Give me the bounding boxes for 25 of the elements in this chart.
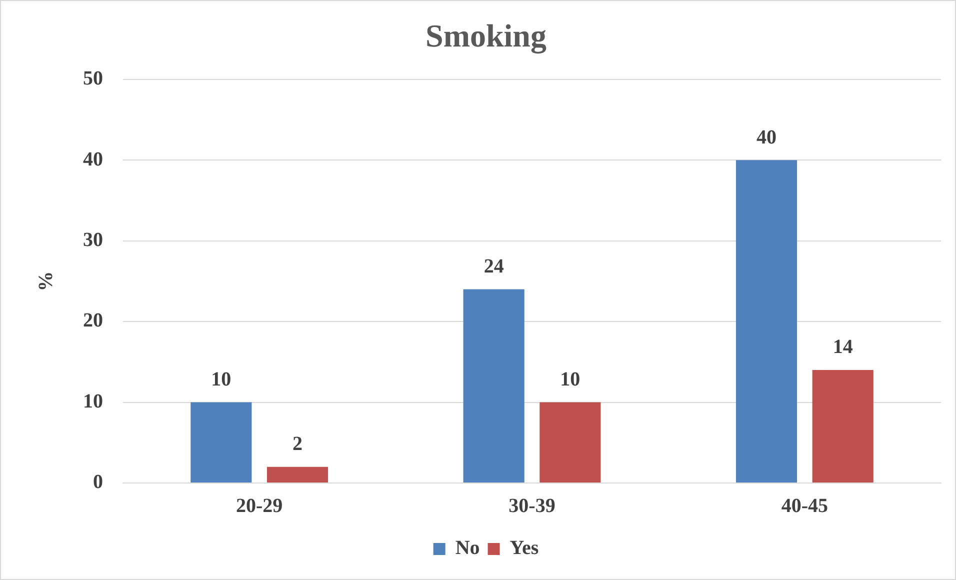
bar xyxy=(190,402,252,482)
x-tick-label: 40-45 xyxy=(781,495,828,518)
bar xyxy=(266,466,328,482)
x-tick-label: 30-39 xyxy=(508,495,556,518)
y-tick-label: 30 xyxy=(83,229,103,252)
data-label: 10 xyxy=(560,368,580,390)
legend-label: Yes xyxy=(510,537,539,560)
x-tick-label: 20-29 xyxy=(236,495,283,518)
y-tick-label: 40 xyxy=(83,148,103,170)
y-tick-label: 10 xyxy=(83,390,103,412)
bar xyxy=(463,289,524,482)
y-tick-label: 50 xyxy=(83,68,103,90)
bar xyxy=(812,370,874,482)
data-label: 2 xyxy=(292,433,303,456)
bar xyxy=(540,402,601,482)
y-tick-label: 20 xyxy=(83,310,103,332)
chart-title: Smoking xyxy=(426,17,546,54)
data-label: 24 xyxy=(484,255,504,278)
data-label: 10 xyxy=(211,368,232,390)
y-tick-label: 0 xyxy=(93,471,103,494)
data-label: 14 xyxy=(832,336,853,358)
legend-label: No xyxy=(455,537,480,560)
y-axis-title: % xyxy=(35,271,58,292)
data-label: 40 xyxy=(756,126,776,148)
bar xyxy=(736,160,798,482)
